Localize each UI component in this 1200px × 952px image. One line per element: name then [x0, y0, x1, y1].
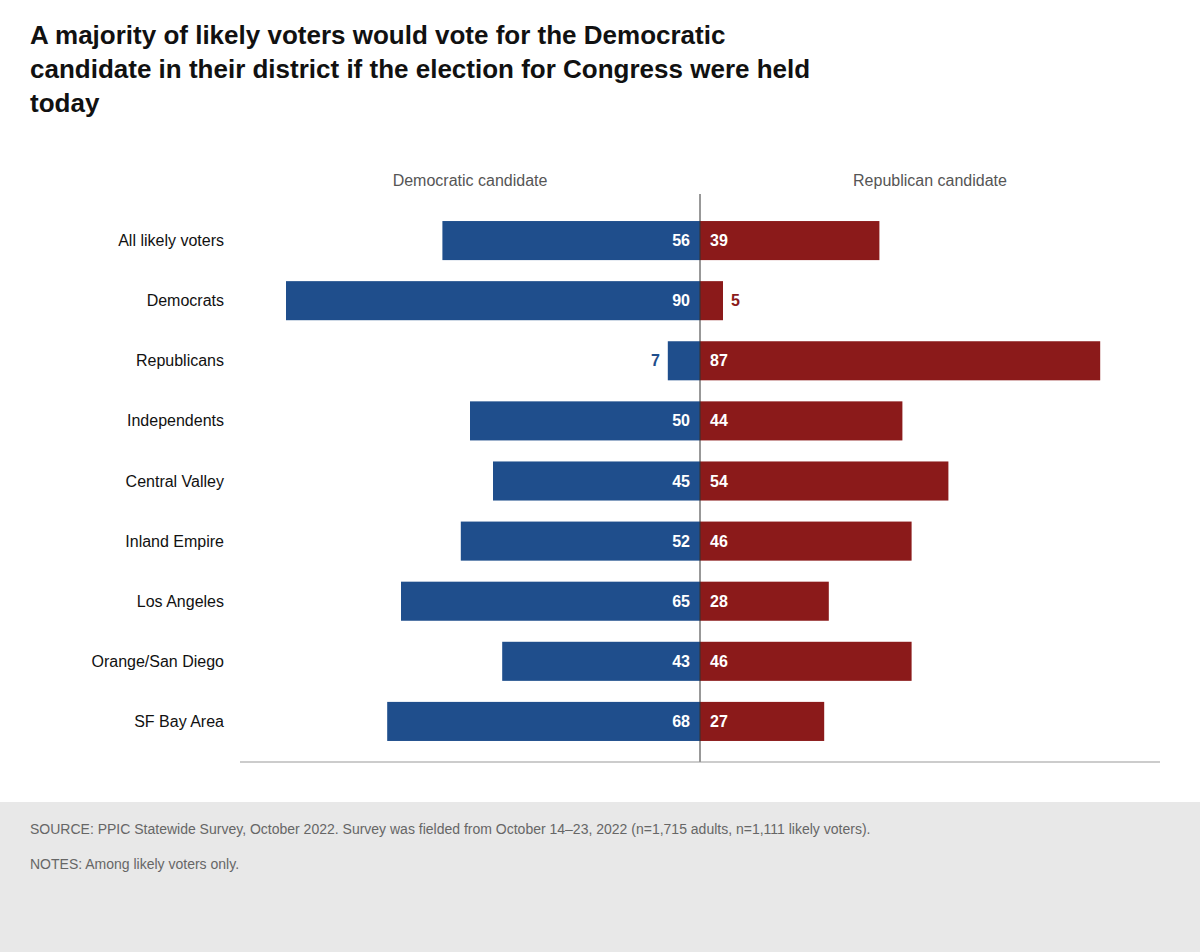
category-label: Independents	[127, 412, 224, 429]
data-label: 5	[731, 292, 740, 309]
data-label: 68	[672, 713, 690, 730]
data-label: 65	[672, 593, 690, 610]
category-label: Los Angeles	[137, 593, 224, 610]
annotation: SOURCE: PPIC Statewide Survey, October 2…	[30, 821, 870, 837]
category-label: Orange/San Diego	[91, 653, 224, 670]
category-label: Inland Empire	[125, 533, 224, 550]
bar	[470, 401, 700, 440]
category-label: Central Valley	[126, 473, 224, 490]
bar	[401, 582, 700, 621]
legend-entry: Democratic candidate	[393, 172, 548, 189]
data-label: 44	[710, 412, 728, 429]
bar	[502, 642, 700, 681]
data-label: 46	[710, 533, 728, 550]
bar	[700, 642, 912, 681]
legend-entry: Republican candidate	[853, 172, 1007, 189]
bar	[700, 341, 1100, 380]
data-label: 50	[672, 412, 690, 429]
bar	[700, 281, 723, 320]
bar	[700, 522, 912, 561]
center-axis	[700, 194, 701, 762]
data-label: 56	[672, 232, 690, 249]
data-label: 7	[651, 352, 660, 369]
data-label: 39	[710, 232, 728, 249]
data-labels: 56 90 7 50 45 52 65 43 68 39 5 87 44 54 46 28 46 27	[651, 232, 740, 730]
bar	[493, 461, 700, 500]
bar	[286, 281, 700, 320]
data-label: 27	[710, 713, 728, 730]
data-label: 52	[672, 533, 690, 550]
data-label: 87	[710, 352, 728, 369]
category-label: Democrats	[147, 292, 224, 309]
annotation: NOTES: Among likely voters only.	[30, 856, 239, 872]
bar	[700, 582, 829, 621]
bar	[700, 401, 902, 440]
bar	[700, 702, 824, 741]
bar	[387, 702, 700, 741]
bar	[461, 522, 700, 561]
bar	[700, 461, 948, 500]
category-labels: All likely voters Democrats Republicans Ind…	[91, 232, 224, 730]
bar	[442, 221, 700, 260]
footer-background	[0, 802, 1200, 952]
x-axis-domain	[240, 762, 1160, 763]
category-label: SF Bay Area	[134, 713, 224, 730]
data-label: 28	[710, 593, 728, 610]
bars	[286, 221, 1100, 741]
chart: A majority of likely voters would vote f…	[0, 0, 1200, 952]
bar	[700, 221, 879, 260]
title: A majority of likely voters would vote f…	[30, 20, 810, 118]
data-label: 43	[672, 653, 690, 670]
category-label: Republicans	[136, 352, 224, 369]
bar	[668, 341, 700, 380]
category-label: All likely voters	[118, 232, 224, 249]
data-label: 46	[710, 653, 728, 670]
data-label: 45	[672, 473, 690, 490]
data-label: 90	[672, 292, 690, 309]
data-label: 54	[710, 473, 728, 490]
